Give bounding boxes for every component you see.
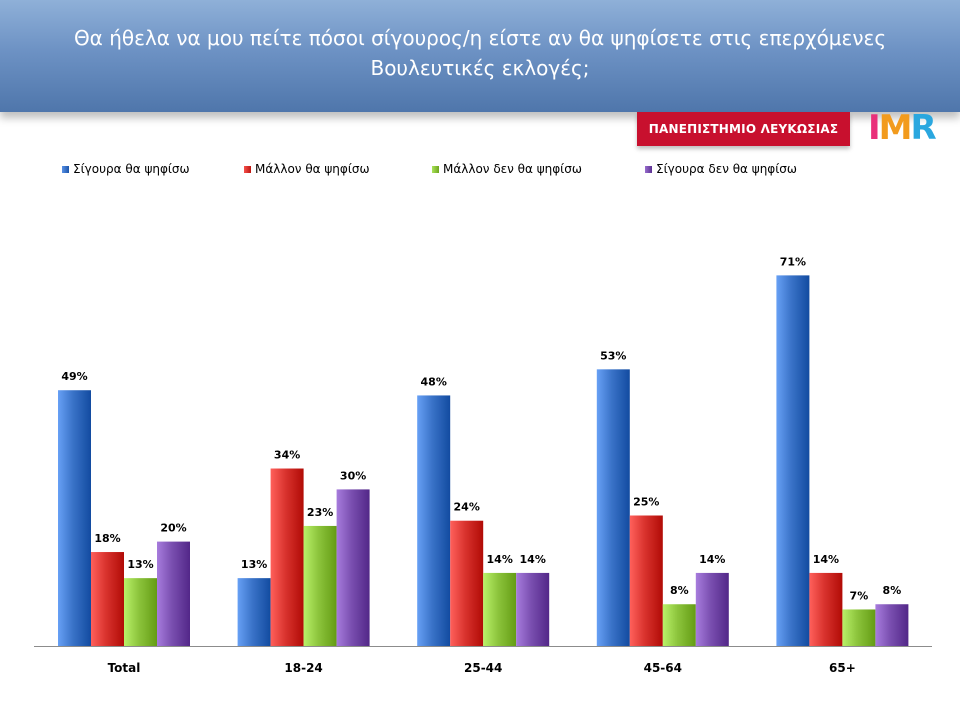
data-label: 8% <box>670 584 689 597</box>
university-logo: ΠΑΝΕΠΙΣΤΗΜΙΟ ΛΕΥΚΩΣΙΑΣ <box>637 112 850 146</box>
bar-18-24-series-3 <box>336 489 370 646</box>
bar-45-64-series-3 <box>695 572 729 646</box>
category-label: 65+ <box>829 661 856 675</box>
bar-25-44-series-2 <box>483 572 517 646</box>
legend-label: Μάλλον δεν θα ψηφίσω <box>443 162 582 176</box>
category-label: 18-24 <box>284 661 322 675</box>
data-label: 14% <box>813 553 839 566</box>
data-label: 71% <box>780 255 806 268</box>
bar-18-24-series-0 <box>237 578 271 646</box>
page-title: Θα ήθελα να μου πείτε πόσοι σίγουρος/η ε… <box>73 26 887 80</box>
bar-65+-series-3 <box>875 604 909 646</box>
category-label: 45-64 <box>644 661 682 675</box>
bar-45-64-series-0 <box>596 369 630 646</box>
bar-65+-series-1 <box>809 572 843 646</box>
bar-25-44-series-1 <box>450 520 484 646</box>
category-label: Total <box>108 661 141 675</box>
data-label: 30% <box>340 469 366 482</box>
data-label: 14% <box>520 553 546 566</box>
data-label: 7% <box>850 589 869 602</box>
data-label: 13% <box>127 558 153 571</box>
bar-Total-series-2 <box>124 578 157 646</box>
legend-swatch <box>244 165 251 173</box>
data-label: 34% <box>274 449 300 462</box>
legend-item-series-1: Μάλλον θα ψηφίσω <box>244 162 370 176</box>
bar-45-64-series-1 <box>629 515 663 646</box>
bar-18-24-series-2 <box>303 525 337 646</box>
data-label: 25% <box>633 496 659 509</box>
data-label: 49% <box>61 370 87 383</box>
bar-18-24-series-1 <box>270 468 304 646</box>
chart-legend: Σίγουρα θα ψηφίσω Μάλλον θα ψηφίσω Μάλλο… <box>0 162 960 182</box>
title-bar: Θα ήθελα να μου πείτε πόσοι σίγουρος/η ε… <box>0 0 960 112</box>
bar-65+-series-2 <box>842 609 876 646</box>
category-label: 25-44 <box>464 661 502 675</box>
bar-Total-series-0 <box>58 390 91 646</box>
legend-item-series-2: Μάλλον δεν θα ψηφίσω <box>432 162 582 176</box>
legend-swatch <box>62 165 69 173</box>
legend-label: Σίγουρα θα ψηφίσω <box>73 162 190 176</box>
bar-25-44-series-3 <box>516 572 550 646</box>
bar-Total-series-1 <box>91 552 124 646</box>
data-label: 48% <box>421 375 447 388</box>
legend-swatch <box>645 165 652 173</box>
data-label: 13% <box>241 558 267 571</box>
legend-label: Μάλλον θα ψηφίσω <box>255 162 370 176</box>
data-label: 14% <box>487 553 513 566</box>
data-label: 18% <box>94 532 120 545</box>
bar-65+-series-0 <box>776 275 810 646</box>
bar-25-44-series-0 <box>417 395 451 646</box>
data-label: 8% <box>883 584 902 597</box>
data-label: 23% <box>307 506 333 519</box>
legend-swatch <box>432 165 439 173</box>
data-label: 24% <box>454 501 480 514</box>
data-label: 53% <box>600 349 626 362</box>
bar-Total-series-3 <box>157 541 190 646</box>
legend-item-series-3: Σίγουρα δεν θα ψηφίσω <box>645 162 797 176</box>
bar-45-64-series-2 <box>662 604 696 646</box>
imr-logo: IMR <box>868 108 937 148</box>
legend-label: Σίγουρα δεν θα ψηφίσω <box>656 162 797 176</box>
data-label: 20% <box>160 522 186 535</box>
data-label: 14% <box>699 553 725 566</box>
legend-item-series-0: Σίγουρα θα ψηφίσω <box>62 162 190 176</box>
